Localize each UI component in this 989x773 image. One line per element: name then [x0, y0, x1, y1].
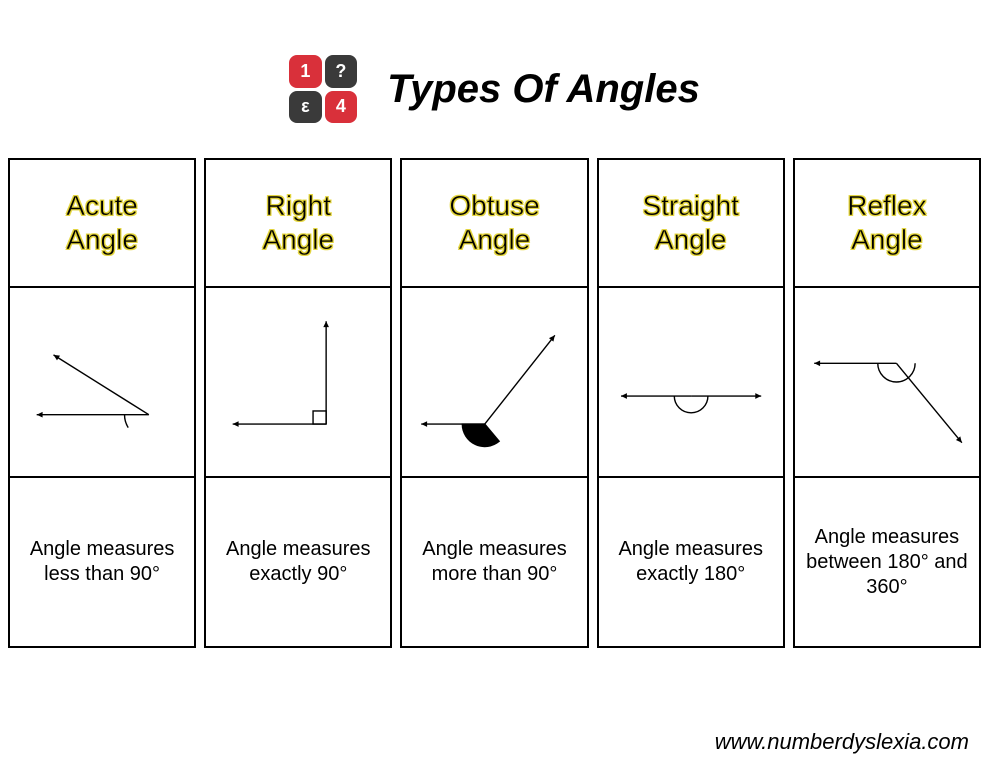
angle-diagram	[8, 288, 196, 478]
angle-svg	[803, 296, 971, 468]
angle-grid: AcuteAngleAngle measures less than 90°Ri…	[0, 158, 989, 648]
header: 1 ? ε 4 Types Of Angles	[0, 0, 989, 158]
angle-diagram	[793, 288, 981, 478]
footer-credit: www.numberdyslexia.com	[715, 729, 969, 755]
angle-card: ReflexAngle Angle measures between 180° a…	[793, 158, 981, 648]
angle-card: RightAngle Angle measures exactly 90°	[204, 158, 392, 648]
logo: 1 ? ε 4	[289, 55, 357, 123]
logo-tile-1: 1	[289, 55, 322, 88]
angle-title: RightAngle	[204, 158, 392, 288]
angle-description: Angle measures less than 90°	[8, 478, 196, 648]
angle-svg	[18, 296, 186, 468]
angle-card: StraightAngle Angle measures exactly 180°	[597, 158, 785, 648]
logo-tile-4: 4	[325, 91, 358, 124]
page-title: Types Of Angles	[387, 67, 700, 112]
angle-svg	[214, 296, 382, 468]
angle-card: AcuteAngle Angle measures less than 90°	[8, 158, 196, 648]
angle-diagram	[400, 288, 588, 478]
angle-title: ReflexAngle	[793, 158, 981, 288]
logo-tile-2: ?	[325, 55, 358, 88]
angle-title: StraightAngle	[597, 158, 785, 288]
angle-description: Angle measures between 180° and 360°	[793, 478, 981, 648]
angle-card: ObtuseAngle Angle measures more than 90°	[400, 158, 588, 648]
angle-svg	[607, 296, 775, 468]
angle-diagram	[597, 288, 785, 478]
angle-svg	[410, 296, 578, 468]
angle-description: Angle measures more than 90°	[400, 478, 588, 648]
angle-title: AcuteAngle	[8, 158, 196, 288]
logo-tile-3: ε	[289, 91, 322, 124]
angle-title: ObtuseAngle	[400, 158, 588, 288]
angle-description: Angle measures exactly 180°	[597, 478, 785, 648]
angle-description: Angle measures exactly 90°	[204, 478, 392, 648]
angle-diagram	[204, 288, 392, 478]
